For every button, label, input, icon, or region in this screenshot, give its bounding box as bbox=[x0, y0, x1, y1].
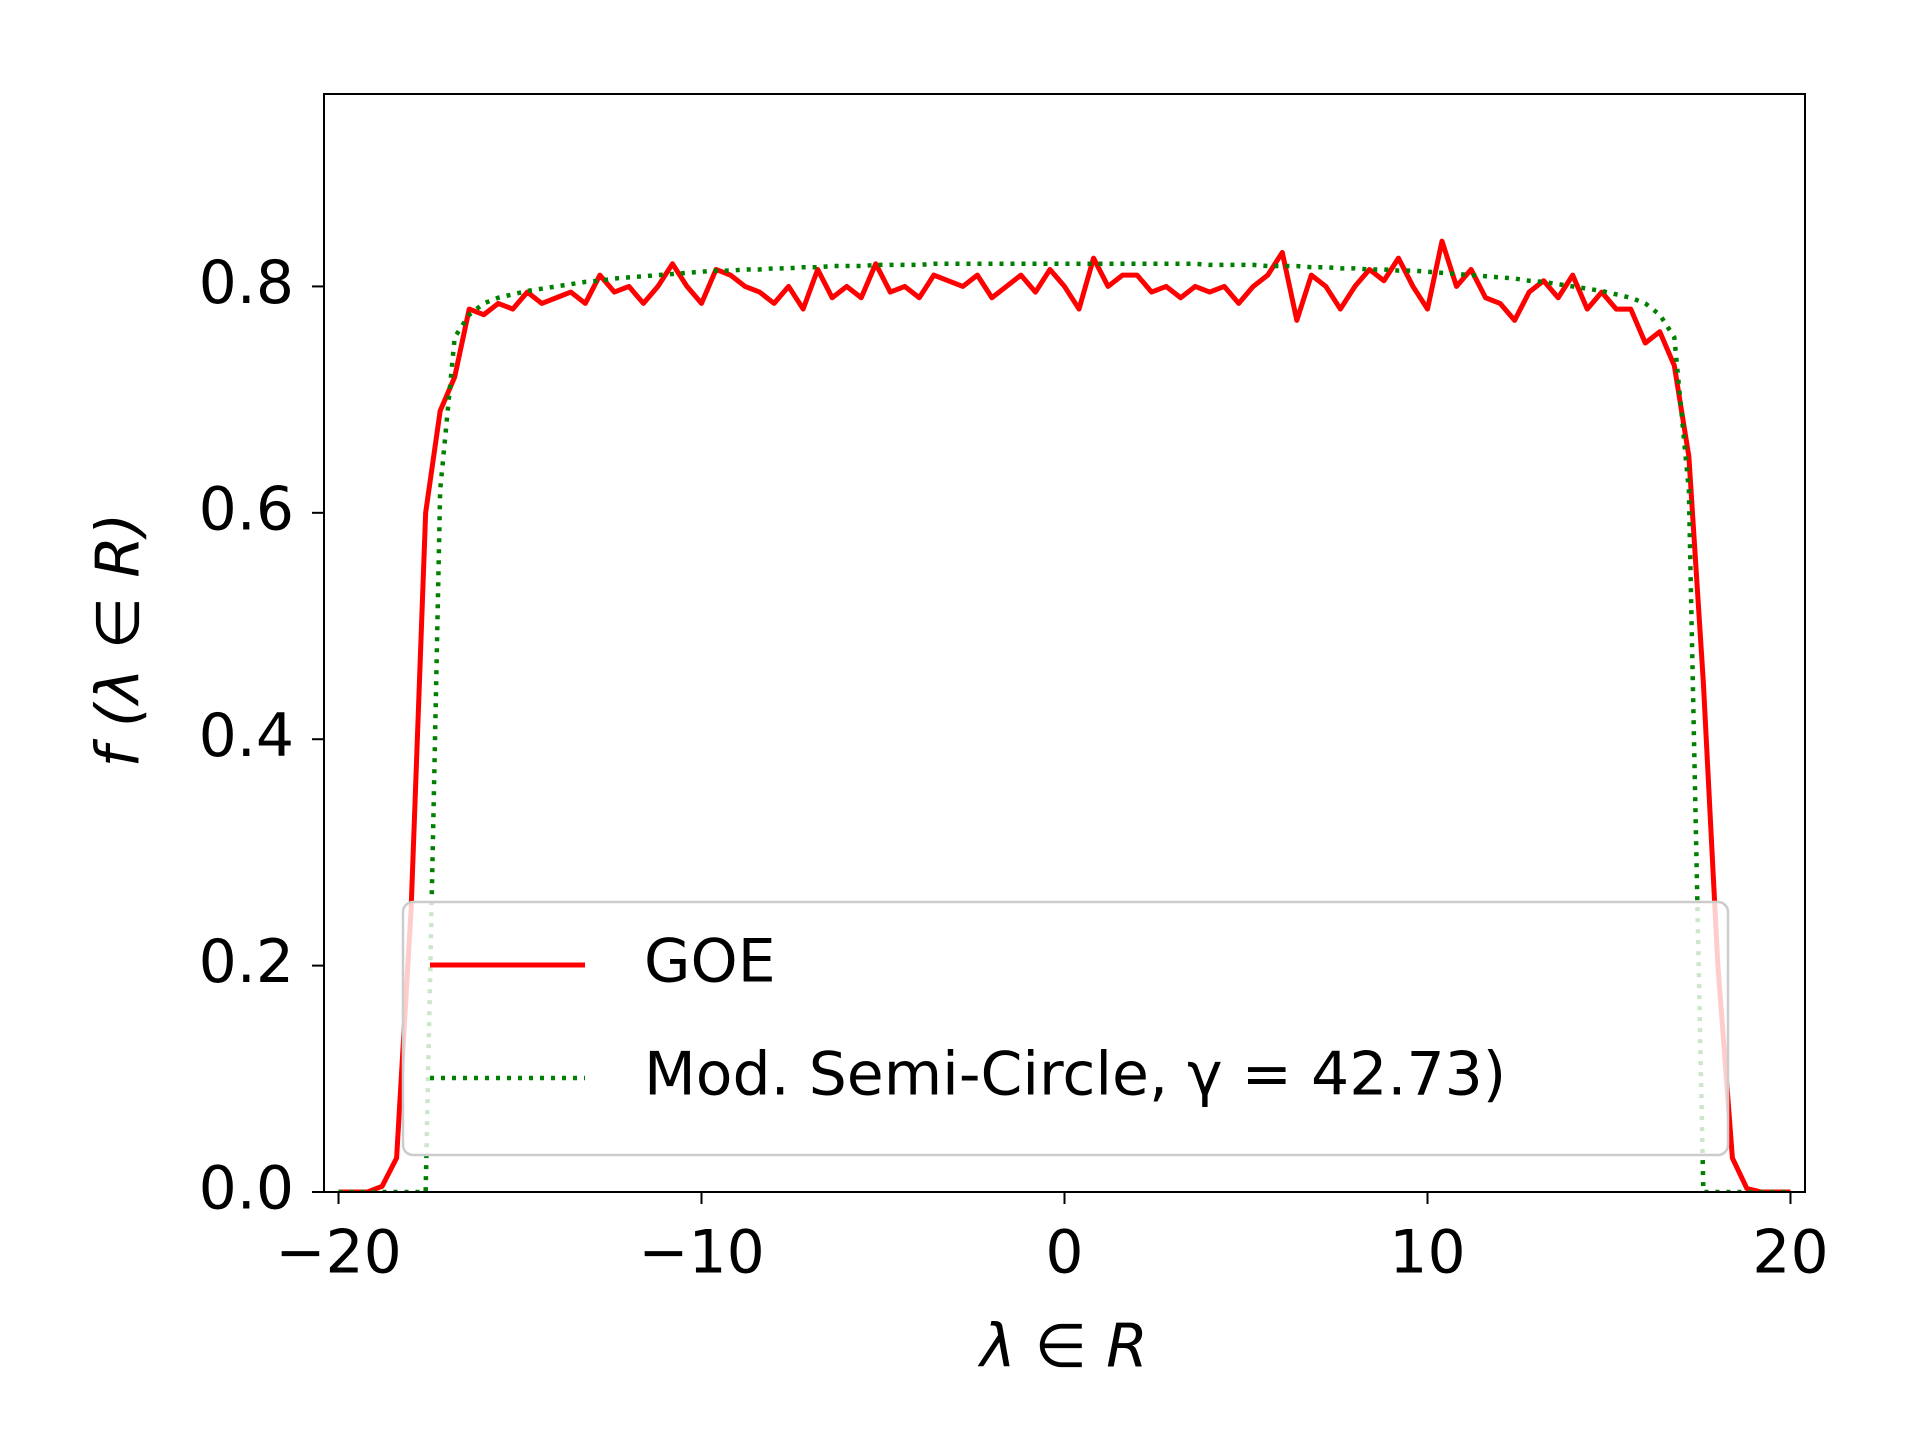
x-tick-label: 0 bbox=[1045, 1218, 1083, 1288]
legend: GOE Mod. Semi-Circle, γ = 42.73) bbox=[401, 900, 1730, 1157]
y-tick-label: 0.0 bbox=[199, 1154, 294, 1224]
x-tick-label: −20 bbox=[275, 1218, 402, 1288]
x-axis-label: λ ∈ R bbox=[977, 1312, 1148, 1382]
x-tick-label: −10 bbox=[638, 1218, 765, 1288]
x-tick-label: 20 bbox=[1752, 1218, 1828, 1288]
data-line bbox=[338, 238, 1791, 1192]
legend-label: Mod. Semi-Circle, γ = 42.73) bbox=[644, 1040, 1506, 1110]
legend-label: GOE bbox=[644, 927, 776, 997]
plot-lines bbox=[338, 238, 1791, 1192]
legend-box bbox=[401, 900, 1730, 1157]
y-tick-label: 0.8 bbox=[199, 248, 294, 318]
y-tick-label: 0.4 bbox=[199, 701, 294, 771]
x-tick-label: 10 bbox=[1389, 1218, 1465, 1288]
y-tick-label: 0.6 bbox=[199, 474, 294, 544]
y-axis-label: f (λ ∈ R) bbox=[84, 513, 154, 768]
y-tick-label: 0.2 bbox=[199, 927, 294, 997]
